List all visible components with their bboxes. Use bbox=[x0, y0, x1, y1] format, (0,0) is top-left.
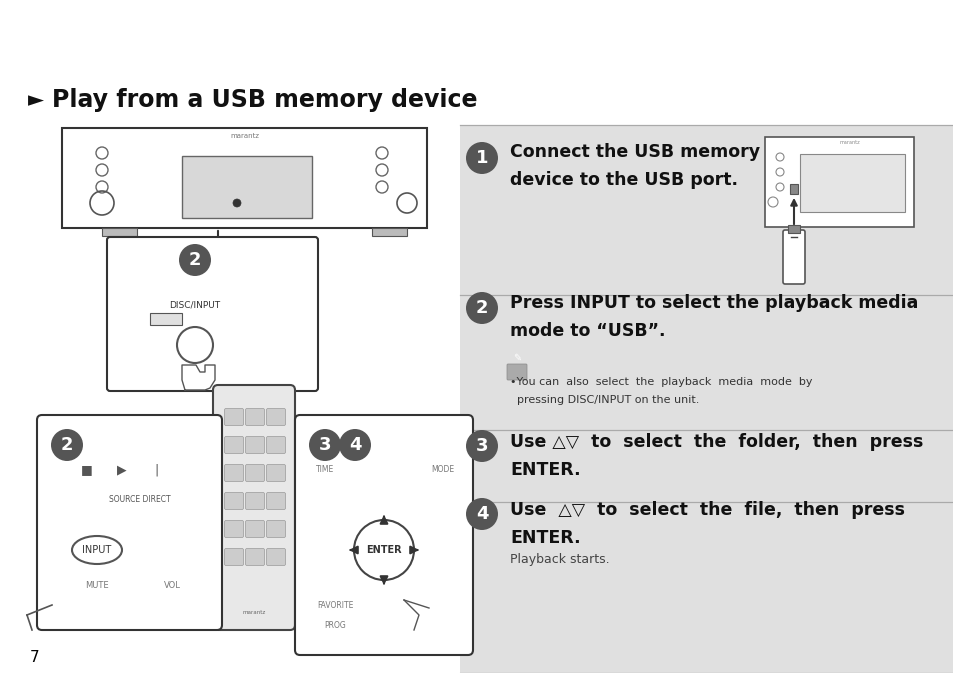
Text: 7: 7 bbox=[30, 651, 40, 666]
Circle shape bbox=[465, 498, 497, 530]
FancyBboxPatch shape bbox=[107, 237, 317, 391]
Bar bbox=[800, 154, 904, 212]
FancyBboxPatch shape bbox=[294, 415, 473, 655]
Text: pressing DISC/INPUT on the unit.: pressing DISC/INPUT on the unit. bbox=[510, 395, 699, 405]
FancyBboxPatch shape bbox=[224, 437, 243, 454]
Text: 3: 3 bbox=[318, 436, 331, 454]
FancyBboxPatch shape bbox=[782, 230, 804, 284]
FancyBboxPatch shape bbox=[245, 520, 264, 538]
FancyBboxPatch shape bbox=[224, 464, 243, 481]
FancyBboxPatch shape bbox=[245, 409, 264, 425]
Text: ENTER.: ENTER. bbox=[510, 461, 580, 479]
Bar bbox=[62, 128, 427, 228]
Circle shape bbox=[465, 142, 497, 174]
Text: Playback starts.: Playback starts. bbox=[510, 553, 609, 567]
Circle shape bbox=[465, 292, 497, 324]
FancyBboxPatch shape bbox=[245, 464, 264, 481]
Text: •You can  also  select  the  playback  media  mode  by: •You can also select the playback media … bbox=[510, 377, 812, 387]
Text: marantz: marantz bbox=[242, 610, 265, 616]
Text: FAVORITE: FAVORITE bbox=[316, 600, 353, 610]
FancyBboxPatch shape bbox=[213, 385, 294, 630]
FancyBboxPatch shape bbox=[224, 520, 243, 538]
Bar bbox=[459, 125, 953, 673]
Text: Connect the USB memory: Connect the USB memory bbox=[510, 143, 760, 161]
FancyBboxPatch shape bbox=[37, 415, 222, 630]
Text: ►: ► bbox=[28, 90, 44, 110]
Text: ENTER: ENTER bbox=[366, 545, 401, 555]
Bar bbox=[150, 313, 182, 325]
Bar bbox=[789, 184, 797, 194]
Text: VOL: VOL bbox=[163, 581, 180, 590]
Text: Use △▽  to  select  the  folder,  then  press: Use △▽ to select the folder, then press bbox=[510, 433, 923, 451]
Text: ✎: ✎ bbox=[513, 353, 520, 363]
Circle shape bbox=[465, 430, 497, 462]
FancyBboxPatch shape bbox=[224, 548, 243, 565]
Text: ■: ■ bbox=[81, 464, 92, 476]
FancyBboxPatch shape bbox=[266, 493, 285, 509]
Circle shape bbox=[179, 244, 211, 276]
Text: ENTER.: ENTER. bbox=[510, 529, 580, 547]
Text: 4: 4 bbox=[349, 436, 361, 454]
Text: Press INPUT to select the playback media: Press INPUT to select the playback media bbox=[510, 294, 918, 312]
FancyBboxPatch shape bbox=[245, 437, 264, 454]
Text: mode to “USB”.: mode to “USB”. bbox=[510, 322, 665, 340]
Bar bbox=[764, 137, 913, 227]
Text: ▶: ▶ bbox=[117, 464, 127, 476]
FancyBboxPatch shape bbox=[245, 493, 264, 509]
Text: DISC/INPUT: DISC/INPUT bbox=[170, 301, 220, 310]
Text: INPUT: INPUT bbox=[82, 545, 112, 555]
Text: 2: 2 bbox=[476, 299, 488, 317]
Bar bbox=[102, 228, 137, 236]
Circle shape bbox=[338, 429, 371, 461]
FancyBboxPatch shape bbox=[224, 409, 243, 425]
Text: MODE: MODE bbox=[431, 466, 454, 474]
Bar bbox=[182, 156, 312, 218]
FancyBboxPatch shape bbox=[266, 520, 285, 538]
Bar bbox=[787, 225, 800, 233]
Text: SOURCE DIRECT: SOURCE DIRECT bbox=[109, 495, 171, 505]
Circle shape bbox=[51, 429, 83, 461]
Text: Use  △▽  to  select  the  file,  then  press: Use △▽ to select the file, then press bbox=[510, 501, 904, 519]
Text: Play from a USB memory device: Play from a USB memory device bbox=[52, 88, 477, 112]
Circle shape bbox=[233, 199, 241, 207]
FancyBboxPatch shape bbox=[266, 548, 285, 565]
Text: marantz: marantz bbox=[230, 133, 258, 139]
Text: 2: 2 bbox=[189, 251, 201, 269]
FancyBboxPatch shape bbox=[266, 409, 285, 425]
Text: device to the USB port.: device to the USB port. bbox=[510, 171, 738, 189]
FancyBboxPatch shape bbox=[266, 464, 285, 481]
FancyBboxPatch shape bbox=[224, 493, 243, 509]
Circle shape bbox=[309, 429, 340, 461]
Bar bbox=[372, 228, 407, 236]
FancyBboxPatch shape bbox=[245, 548, 264, 565]
Text: 2: 2 bbox=[61, 436, 73, 454]
Text: TIME: TIME bbox=[315, 466, 334, 474]
Text: marantz: marantz bbox=[839, 141, 859, 145]
Text: 4: 4 bbox=[476, 505, 488, 523]
Text: 1: 1 bbox=[476, 149, 488, 167]
Text: 3: 3 bbox=[476, 437, 488, 455]
Text: |: | bbox=[154, 464, 159, 476]
Text: PROG: PROG bbox=[324, 621, 346, 629]
Circle shape bbox=[354, 520, 414, 580]
FancyBboxPatch shape bbox=[266, 437, 285, 454]
Text: MUTE: MUTE bbox=[85, 581, 109, 590]
FancyBboxPatch shape bbox=[506, 364, 526, 380]
